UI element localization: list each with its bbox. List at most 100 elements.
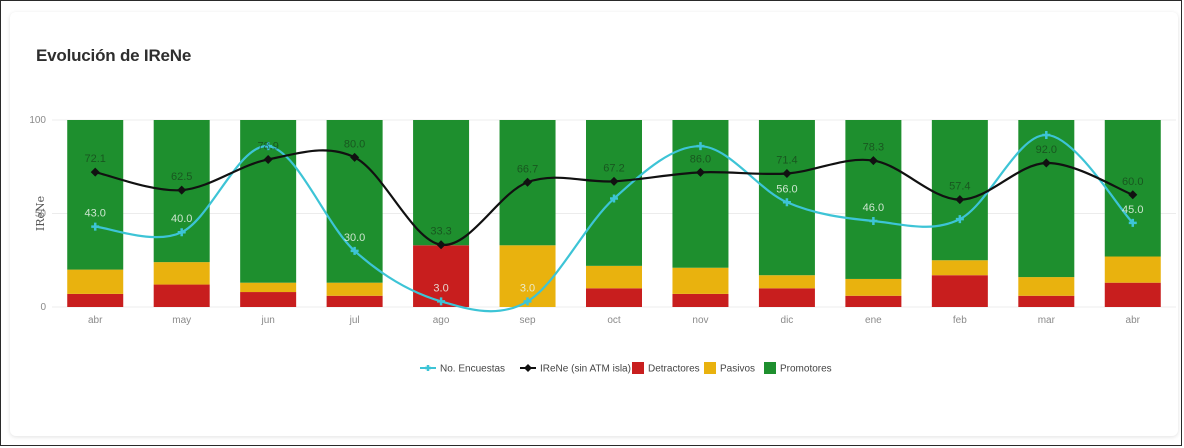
- point-irene: [263, 154, 273, 164]
- point-encuestas: [523, 297, 532, 306]
- point-irene: [436, 240, 446, 250]
- x-tick-label: feb: [953, 315, 967, 326]
- y-axis-label: IReNe: [34, 196, 47, 231]
- data-label-irene: 62.5: [171, 171, 192, 183]
- bar-pasivos: [499, 245, 556, 307]
- bar-pasivos: [153, 262, 210, 285]
- data-label-encuestas: 3.0: [433, 282, 448, 294]
- x-tick-label: abr: [88, 315, 103, 326]
- x-tick-label: sep: [519, 315, 536, 326]
- x-tick-label: abr: [1126, 315, 1141, 326]
- data-label-encuestas: 3.0: [520, 282, 535, 294]
- x-tick-label: may: [172, 315, 191, 326]
- data-label-irene: 80.0: [344, 138, 365, 150]
- data-label-irene: 78.9: [257, 140, 278, 152]
- data-label-encuestas: 43.0: [85, 208, 106, 220]
- bar-detractores: [845, 295, 902, 307]
- point-encuestas: [955, 215, 964, 224]
- data-label-irene: 33.3: [430, 226, 451, 238]
- bar-pasivos: [326, 282, 383, 296]
- point-irene: [782, 168, 792, 178]
- bar-detractores: [672, 293, 729, 307]
- legend-marker: [425, 365, 431, 371]
- bar-detractores: [413, 245, 470, 307]
- bar-detractores: [240, 292, 297, 307]
- bar-pasivos: [240, 282, 297, 293]
- lines-layer: [90, 130, 1138, 313]
- data-label-irene: 92.0: [1036, 144, 1057, 156]
- bar-detractores: [326, 295, 383, 307]
- data-label-encuestas: 45.0: [1122, 204, 1143, 216]
- data-label-irene: 66.7: [517, 163, 538, 175]
- legend-item: No. Encuestas: [420, 364, 505, 375]
- bar-detractores: [758, 288, 815, 307]
- bar-pasivos: [1104, 256, 1161, 283]
- bar-promotores: [931, 120, 988, 261]
- bar-detractores: [586, 288, 642, 307]
- data-label-irene: 72.1: [85, 153, 106, 165]
- bar-promotores: [413, 120, 470, 246]
- point-irene: [955, 195, 965, 205]
- x-tick-label: jun: [260, 315, 274, 326]
- bar-pasivos: [758, 275, 815, 289]
- bar-promotores: [67, 120, 124, 270]
- point-encuestas: [1128, 218, 1137, 227]
- x-tick-label: nov: [692, 315, 708, 326]
- legend-item: Pasivos: [704, 362, 755, 375]
- data-label-irene: 57.4: [949, 181, 970, 193]
- legend-swatch: [632, 362, 644, 374]
- data-label-irene: 86.0: [690, 153, 711, 165]
- x-tick-label: oct: [607, 315, 621, 326]
- x-tick-label: ene: [865, 315, 882, 326]
- data-label-encuestas: 30.0: [344, 232, 365, 244]
- y-tick-label: 0: [40, 302, 46, 313]
- bar-pasivos: [586, 265, 642, 289]
- point-irene: [1128, 190, 1138, 200]
- data-label-encuestas: 56.0: [776, 183, 797, 195]
- axis-layer: 0 50 100 IReNe abr may jun jul ago sep oct nov dic en…: [29, 115, 1140, 326]
- point-irene: [695, 167, 705, 177]
- data-label-encuestas: 46.0: [863, 202, 884, 214]
- point-encuestas: [696, 142, 705, 151]
- bar-promotores: [845, 120, 902, 279]
- x-tick-label: mar: [1038, 315, 1056, 326]
- legend-label: No. Encuestas: [440, 364, 505, 375]
- data-label-irene: 71.4: [776, 154, 797, 166]
- bar-detractores: [931, 275, 988, 307]
- labels-layer: 43.0 40.0 30.0 3.0 3.0 56.0 46.0 45.0 72.1 62.5 78…: [85, 138, 1144, 294]
- point-irene: [523, 177, 533, 187]
- point-irene: [868, 156, 878, 166]
- legend-swatch: [764, 362, 776, 374]
- bar-pasivos: [931, 260, 988, 276]
- point-irene: [350, 152, 360, 162]
- legend-item: Detractores: [632, 362, 700, 375]
- legend-item: Promotores: [764, 362, 832, 375]
- point-irene: [90, 167, 100, 177]
- point-encuestas: [869, 216, 878, 225]
- legend-layer: No. Encuestas IReNe (sin ATM isla) Detract…: [420, 362, 832, 375]
- point-irene: [609, 176, 619, 186]
- bar-promotores: [586, 120, 642, 266]
- data-label-irene: 67.2: [603, 162, 624, 174]
- point-encuestas: [610, 194, 618, 203]
- data-label-irene: 60.0: [1122, 176, 1143, 188]
- point-encuestas: [437, 297, 446, 306]
- x-tick-label: dic: [781, 315, 794, 326]
- bar-promotores: [672, 120, 729, 268]
- legend-swatch: [704, 362, 716, 374]
- y-tick-label: 100: [29, 115, 46, 126]
- bar-pasivos: [672, 267, 729, 294]
- legend-label: Promotores: [780, 364, 832, 375]
- bar-pasivos: [845, 278, 902, 296]
- bar-pasivos: [67, 269, 124, 294]
- data-label-irene: 78.3: [863, 142, 884, 154]
- bar-promotores: [326, 120, 383, 283]
- point-irene: [177, 185, 187, 195]
- x-tick-label: ago: [433, 315, 450, 326]
- bar-pasivos: [1018, 277, 1075, 296]
- point-encuestas: [177, 228, 186, 237]
- bar-detractores: [1018, 295, 1075, 307]
- bar-detractores: [67, 293, 124, 307]
- point-irene: [1041, 158, 1051, 168]
